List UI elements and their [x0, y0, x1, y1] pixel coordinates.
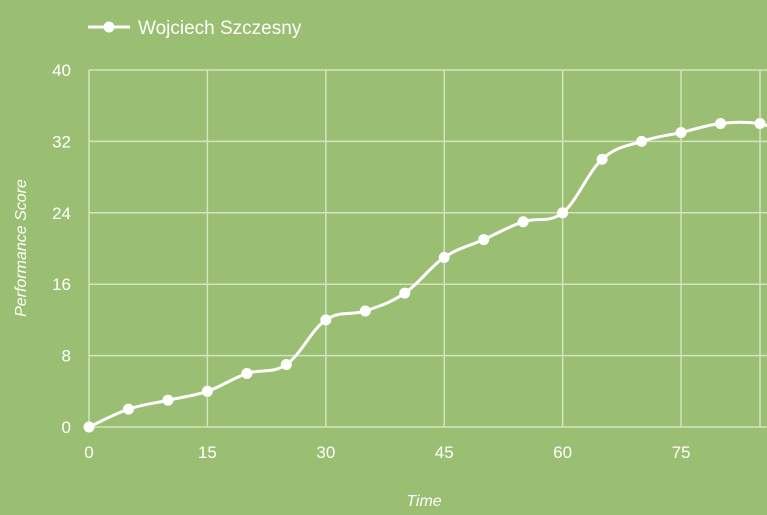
data-point[interactable]	[83, 421, 95, 433]
data-point[interactable]	[122, 403, 134, 415]
data-point[interactable]	[162, 394, 174, 406]
x-tick-label: 15	[198, 443, 217, 462]
data-point[interactable]	[201, 385, 213, 397]
data-point[interactable]	[478, 234, 490, 246]
data-point[interactable]	[675, 126, 687, 138]
y-tick-label: 40	[52, 61, 71, 80]
data-point[interactable]	[399, 287, 411, 299]
x-tick-label: 30	[316, 443, 335, 462]
data-point[interactable]	[557, 207, 569, 219]
data-point[interactable]	[359, 305, 371, 317]
data-point[interactable]	[438, 251, 450, 263]
legend[interactable]: Wojciech Szczesny	[88, 18, 302, 39]
legend-label: Wojciech Szczesny	[138, 18, 302, 39]
y-axis-title: Performance Score	[13, 179, 30, 317]
x-tick-label: 75	[672, 443, 691, 462]
data-point[interactable]	[636, 135, 648, 147]
x-axis-title: Time	[406, 493, 442, 510]
legend-point-marker	[103, 21, 115, 33]
data-point[interactable]	[517, 216, 529, 228]
data-point[interactable]	[241, 367, 253, 379]
data-point[interactable]	[320, 314, 332, 326]
tick-labels: 0 8 16 24 32 40 0 15 30 45 60 75	[52, 61, 690, 462]
data-point[interactable]	[754, 118, 766, 130]
data-point[interactable]	[596, 153, 608, 165]
x-tick-label: 45	[435, 443, 454, 462]
x-tick-label: 0	[84, 443, 93, 462]
y-tick-label: 32	[52, 132, 71, 151]
x-tick-label: 60	[553, 443, 572, 462]
data-point[interactable]	[715, 118, 727, 130]
y-tick-label: 24	[52, 204, 71, 223]
y-tick-label: 0	[62, 418, 71, 437]
y-tick-label: 16	[52, 275, 71, 294]
data-point[interactable]	[280, 359, 292, 371]
y-tick-label: 8	[62, 347, 71, 366]
series-layer	[83, 118, 767, 433]
